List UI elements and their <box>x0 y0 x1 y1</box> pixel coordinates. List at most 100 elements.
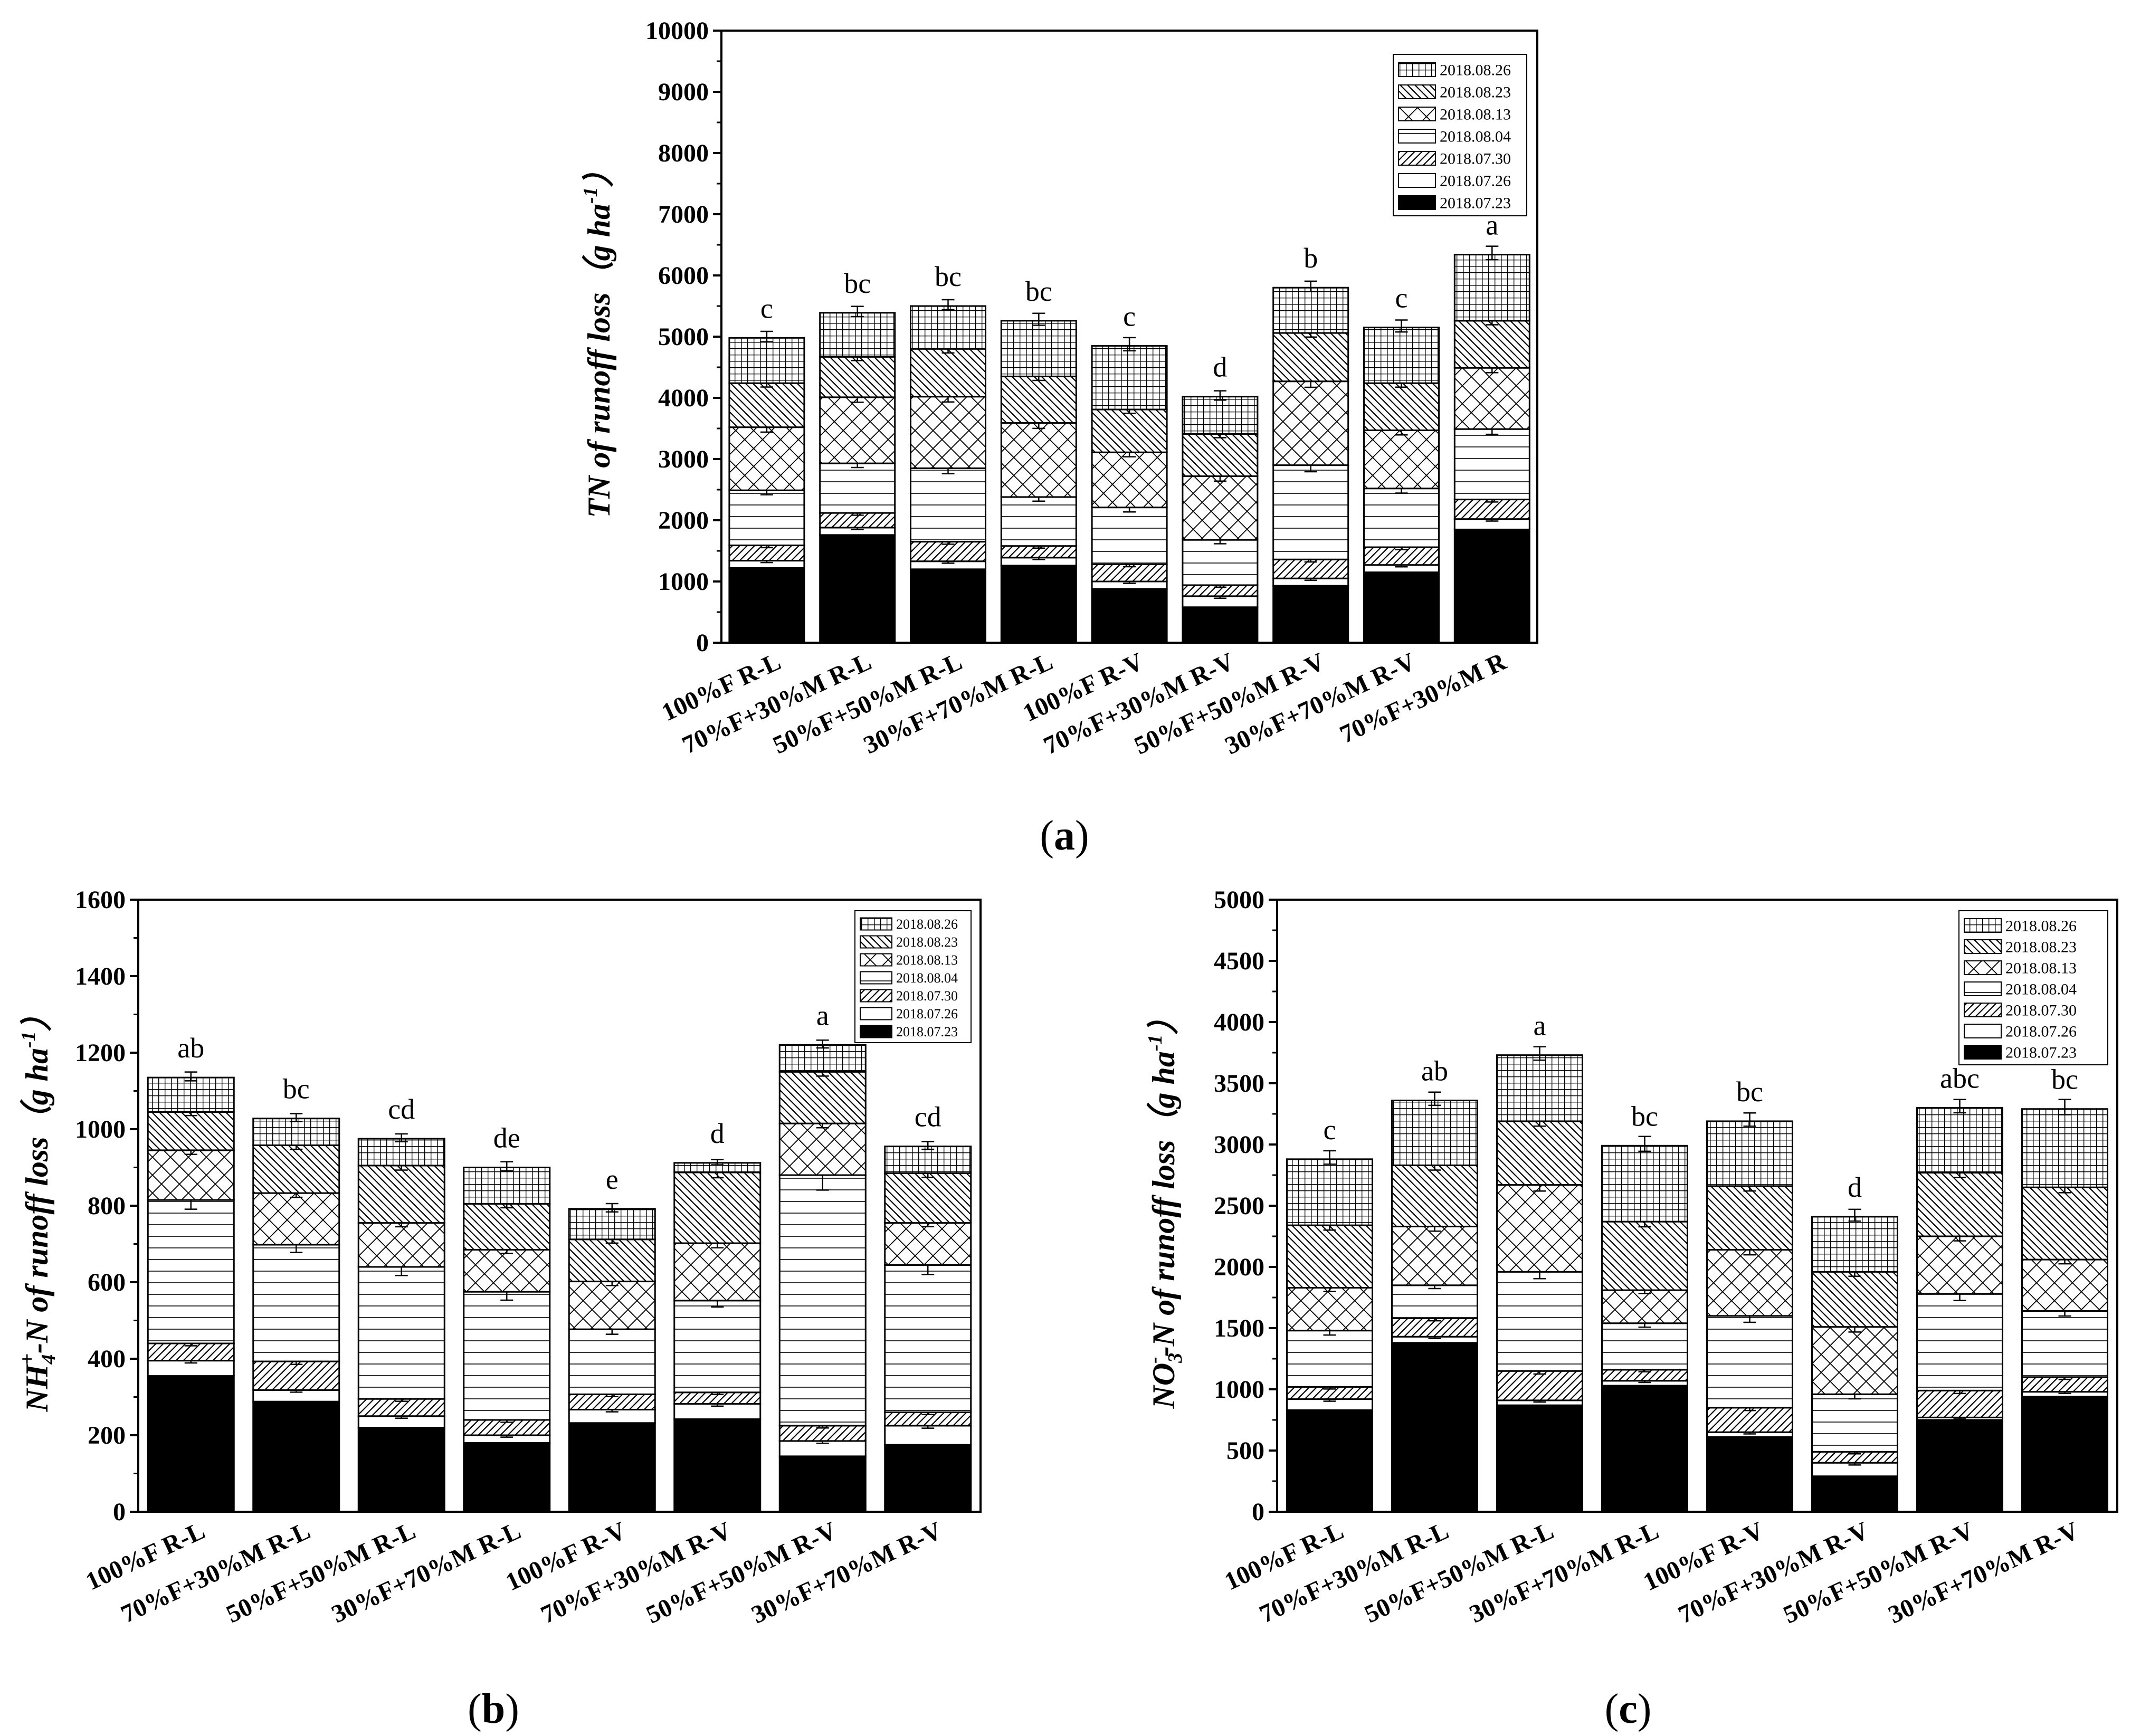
bar-segment-2018.08.26 <box>2021 1108 2108 1188</box>
bar-stack <box>1391 1091 1478 1513</box>
bar-stack <box>2021 1099 2108 1513</box>
bar-segment-2018.08.23 <box>1453 320 1530 369</box>
legend-swatch <box>1398 195 1436 210</box>
bar-segment-2018.08.26 <box>1601 1144 1688 1223</box>
bar-segment-2018.07.23 <box>568 1422 656 1513</box>
legend-label: 2018.08.13 <box>896 952 958 968</box>
bar-segment-2018.07.23 <box>1363 571 1440 644</box>
bar-segment-2018.08.13 <box>1706 1249 1793 1317</box>
legend-label: 2018.08.23 <box>1440 84 1511 101</box>
legend-label: 2018.08.23 <box>896 934 958 950</box>
bar-segment-2018.08.13 <box>1000 422 1077 498</box>
bar-segment-2018.07.23 <box>1601 1385 1688 1513</box>
legend-swatch <box>1964 918 2002 933</box>
bar-segment-2018.08.23 <box>2021 1186 2108 1261</box>
bar-stack <box>910 299 986 644</box>
panel-label-b: (b) <box>468 1686 519 1732</box>
significance-label: bc <box>283 1073 310 1105</box>
significance-label: d <box>1213 351 1227 383</box>
bar-segment-2018.08.23 <box>1916 1171 2003 1237</box>
legend-label: 2018.07.26 <box>1440 173 1511 190</box>
legend-label: 2018.07.23 <box>2005 1044 2077 1062</box>
bar-segment-2018.08.04 <box>1453 428 1530 501</box>
legend-label: 2018.08.26 <box>1440 62 1511 79</box>
bar-segment-2018.08.04 <box>357 1266 445 1400</box>
bar-stack <box>1496 1046 1583 1513</box>
bar-segment-2018.08.26 <box>463 1167 551 1205</box>
significance-label: d <box>710 1118 725 1149</box>
legend-swatch <box>1398 107 1436 121</box>
significance-label: de <box>493 1122 520 1154</box>
bar-segment-2018.08.13 <box>819 396 896 464</box>
legend-label: 2018.07.23 <box>1440 195 1511 212</box>
bar-stack <box>1601 1136 1688 1513</box>
bar-segment-2018.07.23 <box>1272 585 1349 644</box>
bar-segment-2018.07.23 <box>2021 1396 2108 1513</box>
category-label: 50%F+50%M R-V <box>1779 1516 1978 1629</box>
legend-swatch <box>860 917 892 931</box>
y-tick-label: 5000 <box>1214 886 1264 914</box>
bar-segment-2018.08.26 <box>1391 1099 1478 1166</box>
bar-segment-2018.08.13 <box>1916 1235 2003 1295</box>
bar-segment-2018.08.13 <box>1091 451 1168 509</box>
bar-segment-2018.08.13 <box>1453 367 1530 430</box>
bar-segment-2018.08.04 <box>1272 464 1349 560</box>
bar-segment-2018.08.04 <box>1706 1315 1793 1409</box>
significance-label: d <box>1848 1171 1862 1203</box>
bar-segment-2018.08.23 <box>884 1172 972 1224</box>
bar-segment-2018.07.23 <box>673 1418 762 1513</box>
bar-segment-2018.08.23 <box>910 348 986 398</box>
bar-segment-2018.08.13 <box>463 1248 551 1293</box>
bar-segment-2018.08.04 <box>1391 1284 1478 1319</box>
bar-segment-2018.08.23 <box>1811 1271 1898 1328</box>
bar-segment-2018.08.13 <box>1286 1286 1373 1332</box>
significance-label: e <box>606 1163 619 1195</box>
bar-segment-2018.08.26 <box>1811 1216 1898 1273</box>
legend-label: 2018.07.30 <box>896 988 958 1004</box>
bar-segment-2018.08.04 <box>778 1174 867 1427</box>
y-tick-label: 2000 <box>1214 1253 1264 1281</box>
category-label: 50%F+50%M R-V <box>642 1516 841 1629</box>
bar-segment-2018.07.30 <box>1272 558 1349 579</box>
significance-label: bc <box>1736 1076 1763 1108</box>
bar-segment-2018.08.13 <box>884 1222 972 1266</box>
significance-label: c <box>1395 282 1408 314</box>
bar-segment-2018.08.13 <box>1391 1225 1478 1286</box>
bar-segment-2018.08.13 <box>1811 1326 1898 1395</box>
significance-label: bc <box>1631 1100 1658 1132</box>
legend-swatch <box>1964 960 2002 975</box>
bar-segment-2018.08.23 <box>357 1165 445 1224</box>
bar-segment-2018.08.04 <box>728 489 805 547</box>
y-tick-label: 8000 <box>658 139 709 167</box>
y-tick-label: 0 <box>113 1498 126 1526</box>
bar-segment-2018.08.04 <box>568 1328 656 1395</box>
bar-segment-2018.08.13 <box>147 1149 235 1201</box>
category-label: 30%F+70%M R-L <box>327 1516 525 1628</box>
bar-segment-2018.08.04 <box>252 1244 340 1362</box>
bar-segment-2018.08.26 <box>819 312 896 358</box>
y-axis-label: NH4+-N of runoff loss（g ha-1） <box>16 999 60 1412</box>
y-tick-label: 0 <box>1252 1498 1264 1526</box>
bar-segment-2018.07.23 <box>1916 1419 2003 1513</box>
category-label: 70%F+30%M R-V <box>537 1516 736 1629</box>
bar-segment-2018.08.13 <box>778 1122 867 1176</box>
bar-segment-2018.08.04 <box>1496 1271 1583 1372</box>
bar-segment-2018.08.04 <box>910 467 986 543</box>
bar-stack <box>463 1161 551 1513</box>
legend-swatch <box>860 1025 892 1038</box>
bar-segment-2018.08.26 <box>357 1138 445 1167</box>
bar-segment-2018.08.23 <box>1286 1224 1373 1289</box>
y-tick-label: 2500 <box>1214 1192 1264 1220</box>
bar-segment-2018.08.23 <box>1601 1220 1688 1291</box>
bar-segment-2018.08.23 <box>1496 1120 1583 1186</box>
bar-segment-2018.08.26 <box>1182 396 1259 435</box>
category-label: 50%F+50%M R-L <box>222 1516 420 1628</box>
bar-segment-2018.08.26 <box>1286 1158 1373 1226</box>
bar-segment-2018.07.23 <box>1091 588 1168 644</box>
y-tick-label: 600 <box>88 1268 126 1296</box>
y-tick-label: 6000 <box>658 262 709 290</box>
